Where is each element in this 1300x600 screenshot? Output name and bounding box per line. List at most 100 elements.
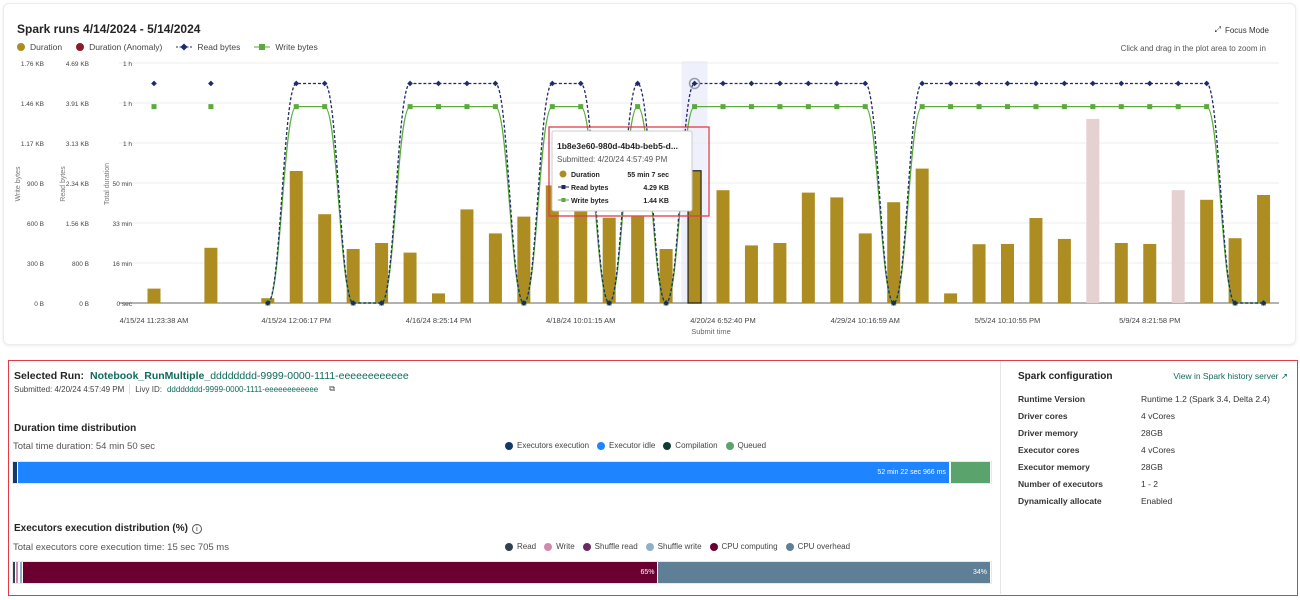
- legend-item[interactable]: Shuffle read: [582, 542, 638, 551]
- legend-label: Read bytes: [197, 42, 241, 52]
- segment-label: 34%: [972, 569, 987, 576]
- config-key: Executor memory: [1018, 462, 1090, 472]
- legend-write-bytes[interactable]: Write bytes: [254, 42, 318, 52]
- duration-bar: [574, 195, 588, 303]
- write-bytes-point: [862, 104, 868, 110]
- write-bytes-point: [834, 104, 840, 110]
- write-bytes-point: [720, 104, 726, 110]
- x-tick-label: 4/15/24 12:06:17 PM: [261, 316, 331, 325]
- bar-segment[interactable]: [18, 562, 20, 583]
- duration-anomaly-bar: [1086, 118, 1100, 303]
- config-value: 4 vCores: [1141, 411, 1176, 421]
- write-bytes-point: [1061, 104, 1067, 110]
- focus-mode-icon: ⤢: [1214, 25, 1221, 34]
- legend-duration-anomaly[interactable]: Duration (Anomaly): [76, 42, 162, 52]
- focus-mode-button[interactable]: ⤢ Focus Mode: [1215, 25, 1269, 35]
- legend-item[interactable]: Read: [505, 542, 536, 551]
- legend-read-bytes[interactable]: Read bytes: [176, 42, 240, 52]
- config-value: 1 - 2: [1141, 479, 1159, 489]
- duration-bar: [1114, 243, 1128, 303]
- read-bytes-point: [862, 80, 869, 87]
- duration-dist-total: Total time duration: 54 min 50 sec: [13, 441, 156, 452]
- bar-segment[interactable]: [13, 462, 18, 483]
- legend-item[interactable]: Compilation: [663, 441, 718, 450]
- legend-item[interactable]: Executors execution: [505, 441, 589, 450]
- write-bytes-point: [1033, 104, 1039, 110]
- legend-item[interactable]: Queued: [725, 441, 766, 450]
- chart-title: Spark runs 4/14/2024 - 5/14/2024: [17, 22, 201, 36]
- legend-item[interactable]: Write: [544, 542, 575, 551]
- read-bytes-point: [549, 80, 556, 87]
- read-bytes-point: [1004, 80, 1011, 87]
- bar-segment[interactable]: [950, 462, 991, 483]
- spark-history-link[interactable]: View in Spark history server ↗: [1173, 371, 1288, 382]
- bar-segment[interactable]: [13, 562, 16, 583]
- exec-dist-title-text: Executors execution distribution (%): [14, 523, 188, 534]
- read-bytes-point: [1146, 80, 1153, 87]
- write-bytes-point: [635, 104, 641, 110]
- bar-segment[interactable]: [15, 562, 19, 583]
- config-key: Executor cores: [1018, 445, 1080, 455]
- y-tick-label: 50 min: [112, 181, 132, 188]
- config-row: Executor memory 28GB: [1018, 462, 1288, 479]
- write-bytes-point: [151, 104, 157, 110]
- write-bytes-point: [1118, 104, 1124, 110]
- copy-icon[interactable]: ⧉: [329, 384, 335, 393]
- config-value: Enabled: [1141, 496, 1173, 506]
- duration-dot-icon: [17, 43, 25, 51]
- bar-segment[interactable]: 34%: [658, 562, 991, 583]
- config-row: Runtime Version Runtime 1.2 (Spark 3.4, D…: [1018, 394, 1288, 411]
- read-bytes-point: [1090, 80, 1096, 87]
- bar-segment[interactable]: 52 min 22 sec 966 ms: [17, 462, 950, 483]
- read-bytes-point: [890, 300, 897, 306]
- spark-runs-chart[interactable]: 0 B 0 B 0 sec 300 B 800 B 16 min 600 B 1.56 KB 3…: [4, 4, 1297, 346]
- duration-bar: [432, 293, 445, 303]
- read-bytes-point: [805, 80, 812, 87]
- write-bytes-point: [1175, 104, 1181, 110]
- selected-run-header: Selected Run: Notebook_RunMultiple_ddddd…: [14, 370, 409, 382]
- config-value: 4 vCores: [1141, 445, 1176, 455]
- read-bytes-point: [1175, 80, 1182, 87]
- duration-dot-icon: [559, 170, 567, 178]
- selected-run-link[interactable]: Notebook_RunMultiple_: [90, 370, 211, 382]
- info-icon[interactable]: i: [191, 524, 202, 534]
- legend-item[interactable]: CPU overhead: [785, 542, 850, 551]
- spark-config-title: Spark configuration: [1018, 371, 1113, 382]
- write-bytes-point: [208, 104, 214, 110]
- write-bytes-point: [805, 104, 811, 110]
- legend-duration[interactable]: Duration: [17, 42, 62, 52]
- bar-segment[interactable]: [949, 462, 951, 483]
- legend-label: Write: [556, 542, 575, 551]
- duration-bar: [1228, 238, 1242, 303]
- read-bytes-point: [378, 300, 385, 306]
- bar-segment[interactable]: 65%: [22, 562, 659, 583]
- bar-segment[interactable]: [19, 562, 23, 583]
- y-tick-label: 3.91 KB: [66, 101, 89, 108]
- legend-item[interactable]: CPU computing: [709, 542, 778, 551]
- duration-bar: [602, 217, 616, 303]
- read-bytes-point: [720, 80, 726, 87]
- config-value: 28GB: [1141, 462, 1163, 472]
- marker-icon: [561, 185, 566, 189]
- duration-dist-bar[interactable]: 52 min 22 sec 966 ms: [12, 461, 992, 484]
- exec-dist-bar[interactable]: 65% 34%: [12, 561, 992, 584]
- livy-id: dddddddd-9999-0000-1111-eeeeeeeeeeee: [166, 384, 319, 394]
- read-bytes-point: [1061, 80, 1068, 87]
- write-bytes-point: [1005, 104, 1010, 110]
- duration-bar: [631, 216, 645, 303]
- read-bytes-point: [293, 80, 300, 87]
- legend-item[interactable]: Shuffle write: [645, 542, 702, 551]
- read-bytes-point: [663, 300, 669, 306]
- write-bytes-point: [948, 104, 954, 110]
- legend-item[interactable]: Executor idle: [597, 441, 655, 450]
- tooltip-value: 4.29 KB: [643, 185, 669, 192]
- y-tick-label: 300 B: [27, 261, 44, 268]
- duration-bar: [403, 252, 417, 303]
- selected-point-ring: [688, 77, 701, 90]
- selected-run-id: dddddddd-9999-0000-1111-eeeeeeeeeeee: [210, 370, 409, 382]
- x-tick-label: 4/20/24 6:52:40 PM: [690, 316, 755, 325]
- legend-label: Duration: [30, 42, 63, 52]
- read-bytes-point: [1232, 300, 1238, 306]
- write-bytes-point: [1147, 104, 1153, 110]
- write-bytes-point: [578, 104, 584, 110]
